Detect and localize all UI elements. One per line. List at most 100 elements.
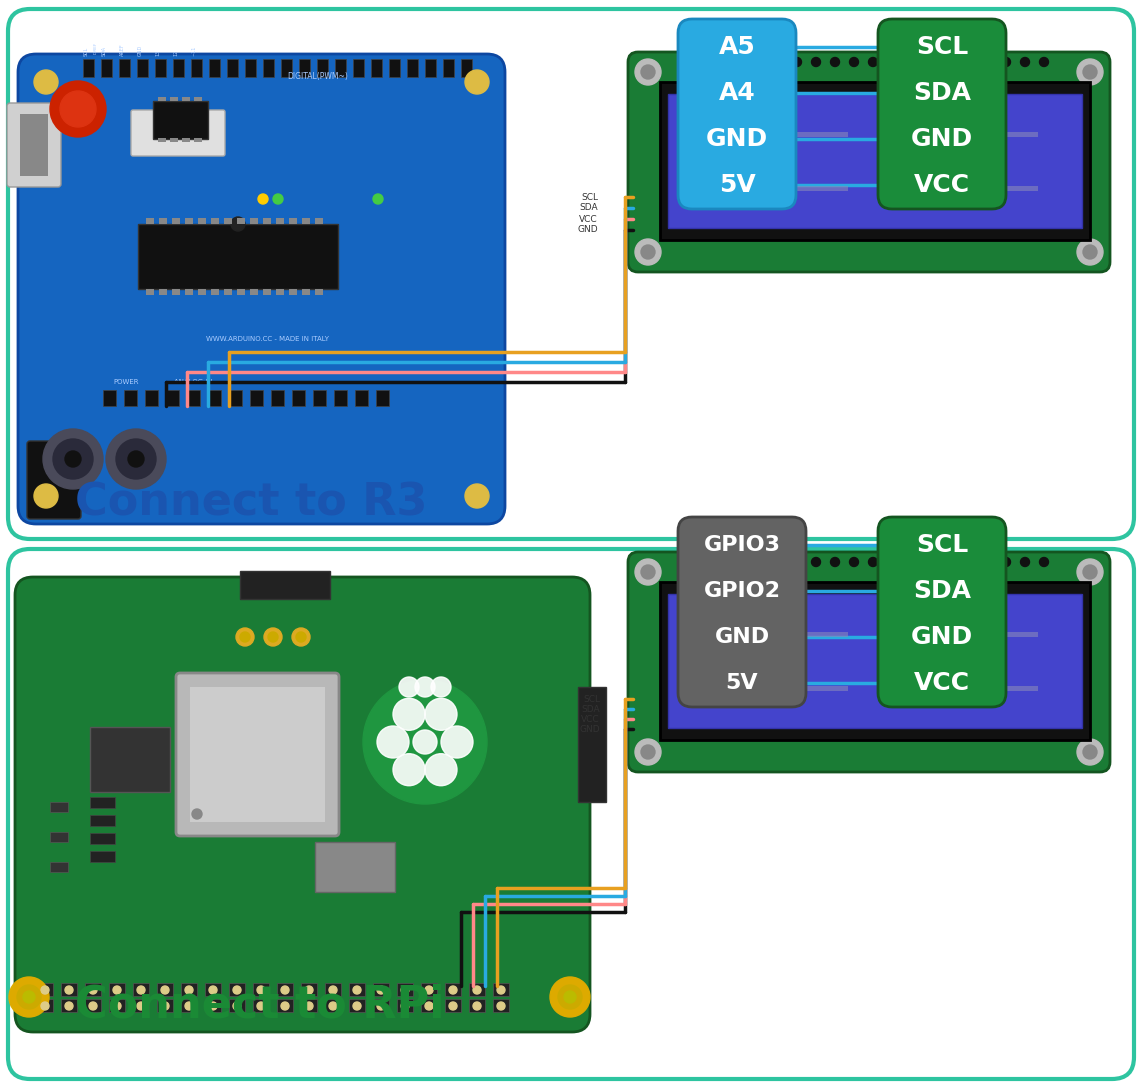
Bar bbox=[276, 289, 284, 295]
Bar bbox=[90, 851, 115, 862]
Bar bbox=[90, 833, 115, 844]
Circle shape bbox=[353, 986, 361, 994]
Text: ANALOG IN: ANALOG IN bbox=[174, 379, 212, 385]
Circle shape bbox=[192, 809, 202, 819]
Text: GND: GND bbox=[579, 725, 600, 734]
Circle shape bbox=[925, 558, 934, 566]
Bar bbox=[182, 97, 190, 101]
Circle shape bbox=[161, 1002, 169, 1010]
Bar bbox=[315, 289, 323, 295]
Bar bbox=[21, 114, 48, 176]
FancyBboxPatch shape bbox=[8, 549, 1134, 1079]
Circle shape bbox=[1077, 739, 1103, 765]
Bar bbox=[317, 59, 328, 77]
Bar bbox=[100, 59, 112, 77]
Bar bbox=[61, 983, 77, 996]
Circle shape bbox=[964, 58, 973, 66]
Bar bbox=[397, 983, 413, 996]
Bar bbox=[240, 571, 330, 599]
Circle shape bbox=[907, 558, 916, 566]
Bar bbox=[190, 687, 325, 822]
Bar bbox=[172, 59, 184, 77]
Text: POWER: POWER bbox=[113, 379, 138, 385]
Bar bbox=[85, 999, 100, 1012]
Bar bbox=[263, 289, 271, 295]
Circle shape bbox=[329, 1002, 337, 1010]
Circle shape bbox=[1077, 239, 1103, 265]
Circle shape bbox=[17, 985, 41, 1009]
Circle shape bbox=[9, 977, 49, 1017]
Circle shape bbox=[281, 986, 289, 994]
Circle shape bbox=[233, 986, 241, 994]
Circle shape bbox=[1002, 58, 1011, 66]
Circle shape bbox=[137, 1002, 145, 1010]
Text: 5V: 5V bbox=[725, 673, 758, 694]
Text: SDA: SDA bbox=[102, 46, 106, 57]
Circle shape bbox=[106, 429, 166, 489]
Bar bbox=[90, 727, 170, 792]
Circle shape bbox=[296, 632, 306, 642]
Circle shape bbox=[89, 986, 97, 994]
Circle shape bbox=[257, 1002, 265, 1010]
Circle shape bbox=[264, 628, 282, 646]
FancyBboxPatch shape bbox=[7, 103, 61, 187]
Text: GND: GND bbox=[911, 127, 973, 151]
FancyBboxPatch shape bbox=[131, 110, 225, 157]
Text: SDA: SDA bbox=[579, 203, 598, 212]
Circle shape bbox=[869, 558, 877, 566]
Bar bbox=[206, 983, 222, 996]
Circle shape bbox=[50, 82, 106, 137]
Circle shape bbox=[887, 58, 896, 66]
Circle shape bbox=[925, 58, 934, 66]
Text: GND: GND bbox=[911, 625, 973, 649]
Bar bbox=[888, 686, 943, 691]
Bar bbox=[793, 133, 849, 137]
Circle shape bbox=[1039, 558, 1048, 566]
Bar bbox=[166, 390, 179, 407]
Bar bbox=[698, 633, 753, 637]
Circle shape bbox=[65, 451, 81, 467]
Bar bbox=[263, 218, 271, 224]
Circle shape bbox=[113, 1002, 121, 1010]
Circle shape bbox=[65, 1002, 73, 1010]
Bar bbox=[198, 218, 206, 224]
Bar bbox=[194, 138, 202, 142]
Bar bbox=[469, 983, 485, 996]
Bar bbox=[50, 862, 69, 872]
Circle shape bbox=[305, 986, 313, 994]
Bar bbox=[301, 999, 317, 1012]
Circle shape bbox=[982, 58, 991, 66]
Bar bbox=[90, 815, 115, 826]
Circle shape bbox=[716, 558, 725, 566]
Circle shape bbox=[812, 58, 820, 66]
Circle shape bbox=[89, 1002, 97, 1010]
Text: 5V: 5V bbox=[718, 173, 755, 197]
Bar bbox=[793, 686, 849, 691]
Circle shape bbox=[393, 698, 425, 730]
Circle shape bbox=[964, 558, 973, 566]
Bar bbox=[50, 802, 69, 812]
Circle shape bbox=[1021, 558, 1029, 566]
FancyBboxPatch shape bbox=[27, 441, 81, 518]
Circle shape bbox=[550, 977, 590, 1017]
Circle shape bbox=[233, 1002, 241, 1010]
Circle shape bbox=[1039, 58, 1048, 66]
Bar bbox=[145, 390, 158, 407]
Circle shape bbox=[635, 559, 661, 585]
Bar bbox=[493, 983, 509, 996]
Circle shape bbox=[377, 726, 409, 758]
Bar bbox=[108, 983, 124, 996]
Bar bbox=[182, 138, 190, 142]
Circle shape bbox=[425, 1002, 433, 1010]
Text: SCL: SCL bbox=[83, 47, 88, 57]
Text: SCL: SCL bbox=[581, 192, 598, 201]
Circle shape bbox=[641, 745, 656, 759]
Circle shape bbox=[292, 628, 309, 646]
Text: Connect to R3: Connect to R3 bbox=[75, 482, 427, 525]
Bar bbox=[172, 289, 180, 295]
Bar bbox=[983, 133, 1038, 137]
Circle shape bbox=[257, 986, 265, 994]
Circle shape bbox=[401, 1002, 409, 1010]
Circle shape bbox=[1077, 59, 1103, 85]
Circle shape bbox=[1083, 745, 1097, 759]
